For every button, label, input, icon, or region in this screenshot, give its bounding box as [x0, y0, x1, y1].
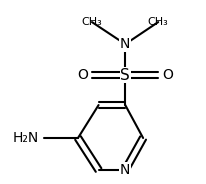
- Text: O: O: [162, 68, 173, 82]
- Text: N: N: [120, 163, 130, 177]
- Text: N: N: [120, 37, 130, 51]
- Text: CH₃: CH₃: [82, 17, 102, 27]
- Text: S: S: [120, 68, 130, 83]
- Text: H₂N: H₂N: [12, 131, 39, 145]
- Text: O: O: [77, 68, 88, 82]
- Text: CH₃: CH₃: [148, 17, 169, 27]
